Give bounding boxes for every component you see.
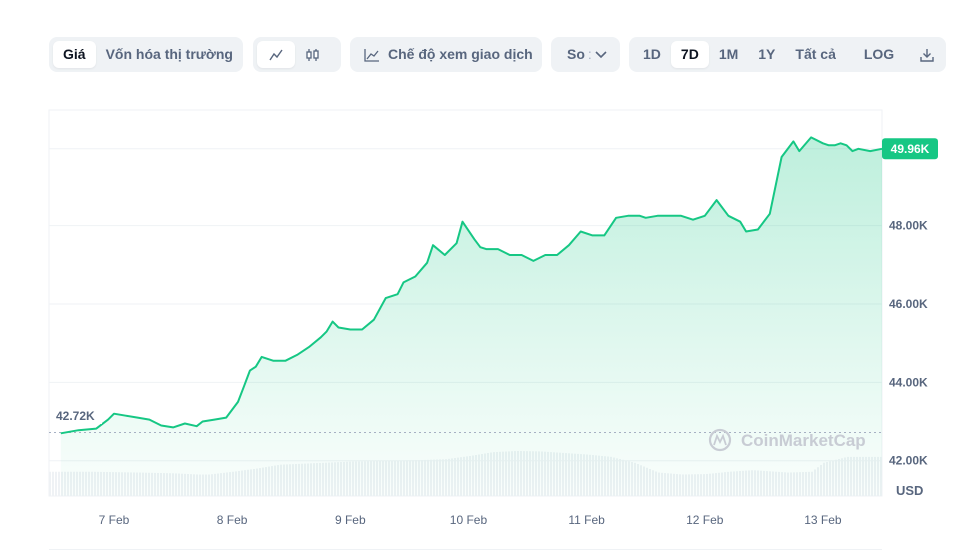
watermark-text: CoinMarketCap bbox=[741, 431, 866, 450]
x-tick-label: 10 Feb bbox=[450, 513, 488, 527]
range-7d[interactable]: 7D bbox=[670, 41, 709, 68]
x-tick-label: 12 Feb bbox=[686, 513, 724, 527]
download-button[interactable] bbox=[912, 41, 942, 68]
market-cap-tab[interactable]: Vốn hóa thị trường bbox=[105, 46, 233, 62]
chart-bottom-divider bbox=[49, 549, 882, 550]
candlestick-icon[interactable] bbox=[295, 41, 331, 68]
price-tab[interactable]: Giá bbox=[53, 41, 96, 68]
chevron-down-icon bbox=[595, 50, 607, 58]
x-tick-label: 8 Feb bbox=[217, 513, 248, 527]
y-tick-label: 42.00K bbox=[889, 454, 928, 468]
volume-bar bbox=[49, 471, 51, 496]
y-tick-label: 44.00K bbox=[889, 375, 928, 389]
download-icon bbox=[920, 48, 934, 62]
compare-label: So bbox=[567, 46, 585, 62]
range-1d[interactable]: 1D bbox=[643, 46, 661, 62]
volume-bar bbox=[52, 471, 54, 496]
line-chart-icon[interactable] bbox=[257, 41, 295, 68]
price-area bbox=[60, 137, 883, 496]
price-line bbox=[60, 136, 883, 435]
x-tick-label: 13 Feb bbox=[804, 513, 842, 527]
current-price-badge: 49.96K bbox=[882, 138, 938, 160]
range-1y[interactable]: 1Y bbox=[758, 46, 776, 62]
start-price-label: 42.72K bbox=[50, 406, 102, 424]
current-price-text: 49.96K bbox=[891, 142, 930, 156]
start-price-text: 42.72K bbox=[56, 409, 95, 423]
metric-toggle: Giá Vốn hóa thị trường bbox=[49, 37, 243, 72]
trading-view-label: Chế độ xem giao dịch bbox=[388, 46, 533, 62]
compare-dropdown[interactable]: So : bbox=[551, 37, 620, 72]
x-tick-label: 9 Feb bbox=[335, 513, 366, 527]
y-tick-label: 48.00K bbox=[889, 219, 928, 233]
volume-bar bbox=[58, 471, 60, 496]
x-tick-label: 7 Feb bbox=[99, 513, 130, 527]
range-all[interactable]: Tất cả bbox=[795, 46, 836, 62]
trading-view-icon bbox=[364, 48, 379, 62]
log-toggle[interactable]: LOG bbox=[863, 46, 895, 62]
trading-view[interactable]: Chế độ xem giao dịch bbox=[354, 41, 543, 68]
y-tick-label: 46.00K bbox=[889, 297, 928, 311]
compare-select[interactable]: So : bbox=[555, 41, 615, 68]
range-toggle: 1D 7D 1M 1Y Tất cả LOG bbox=[629, 37, 946, 72]
currency-label: USD bbox=[896, 483, 923, 498]
x-tick-label: 11 Feb bbox=[568, 513, 605, 527]
coinmarketcap-watermark: CoinMarketCap bbox=[708, 428, 866, 452]
chart-type-toggle bbox=[253, 37, 341, 72]
trading-view-button[interactable]: Chế độ xem giao dịch bbox=[350, 37, 542, 72]
volume-bar bbox=[55, 471, 57, 496]
range-1m[interactable]: 1M bbox=[718, 46, 739, 62]
